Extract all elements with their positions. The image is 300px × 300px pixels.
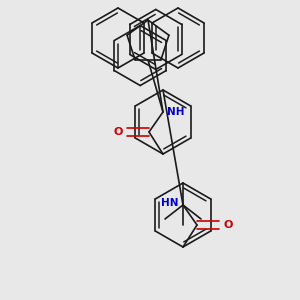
Text: O: O <box>223 220 232 230</box>
Text: O: O <box>114 127 123 137</box>
Text: NH: NH <box>167 107 184 117</box>
Text: HN: HN <box>161 198 179 208</box>
